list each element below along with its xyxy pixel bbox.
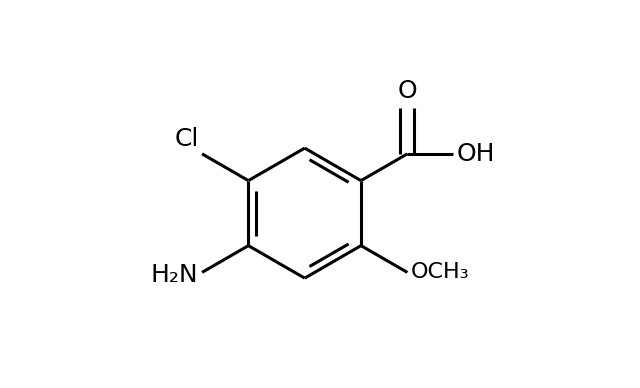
Text: H₂N: H₂N <box>150 263 198 288</box>
Text: OCH₃: OCH₃ <box>412 262 470 282</box>
Text: O: O <box>397 79 417 102</box>
Text: Cl: Cl <box>175 127 199 151</box>
Text: OH: OH <box>456 142 495 166</box>
